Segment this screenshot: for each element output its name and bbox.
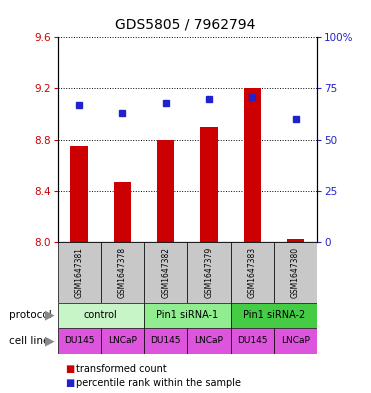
Bar [231,328,274,354]
Text: LNCaP: LNCaP [281,336,310,345]
Text: DU145: DU145 [237,336,267,345]
Bar [114,182,131,242]
Bar [274,328,317,354]
Bar [101,242,144,303]
Bar [157,140,174,242]
Text: DU145: DU145 [64,336,94,345]
Bar [274,242,317,303]
Bar [144,242,187,303]
Bar [70,146,88,242]
Text: ■: ■ [65,364,74,374]
Bar [144,303,231,328]
Text: LNCaP: LNCaP [108,336,137,345]
Bar [231,303,317,328]
Bar [144,328,187,354]
Text: GSM1647379: GSM1647379 [204,246,213,298]
Text: LNCaP: LNCaP [194,336,223,345]
Bar [58,303,144,328]
Text: GSM1647380: GSM1647380 [291,246,300,298]
Text: percentile rank within the sample: percentile rank within the sample [76,378,241,388]
Text: GSM1647383: GSM1647383 [248,246,257,298]
Text: transformed count: transformed count [76,364,167,374]
Text: protocol: protocol [9,310,52,320]
Bar [187,328,231,354]
Text: ▶: ▶ [45,334,55,347]
Text: Pin1 siRNA-1: Pin1 siRNA-1 [156,310,219,320]
Text: ■: ■ [65,378,74,388]
Text: GDS5805 / 7962794: GDS5805 / 7962794 [115,18,256,32]
Text: cell line: cell line [9,336,50,346]
Bar [200,127,218,242]
Bar [187,242,231,303]
Bar [58,328,101,354]
Text: ▶: ▶ [45,309,55,322]
Bar [101,328,144,354]
Text: GSM1647382: GSM1647382 [161,247,170,298]
Text: DU145: DU145 [151,336,181,345]
Bar [244,88,261,242]
Text: control: control [84,310,118,320]
Text: GSM1647381: GSM1647381 [75,247,83,298]
Bar [58,242,101,303]
Text: Pin1 siRNA-2: Pin1 siRNA-2 [243,310,305,320]
Text: GSM1647378: GSM1647378 [118,246,127,298]
Bar [231,242,274,303]
Bar [287,239,304,242]
